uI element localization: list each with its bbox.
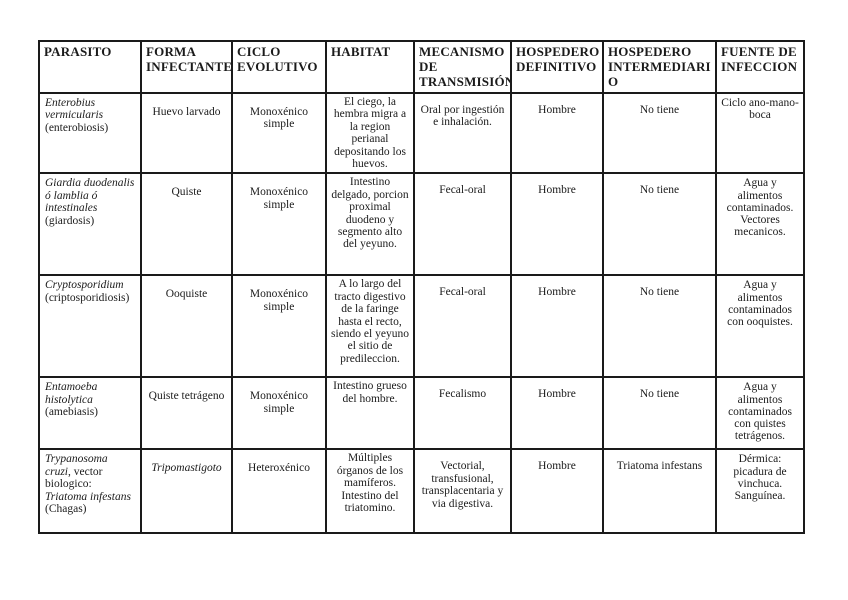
col-header-hospedero-definitivo: HOSPEDERO DEFINITIVO (510, 40, 604, 94)
cell-hospedero-definitivo: Hombre (510, 172, 604, 277)
parasite-scientific-name: Enterobius vermicularis (45, 97, 104, 122)
cell-parasito: Cryptosporidium (criptosporidiosis) (38, 274, 142, 379)
cell-habitat: Múltiples órganos de los mamíferos. Inte… (325, 448, 415, 535)
cell-parasito: Trypanosoma cruzi, vector biologico: Tri… (38, 448, 142, 535)
col-header-mecanismo-transmision: MECANISMO DE TRANSMISIÓN (413, 40, 512, 94)
cell-fuente-infeccion: Agua y alimentos contaminados con ooquis… (715, 274, 805, 379)
parasite-scientific-name: Giardia duodenalis ó lamblia ó intestina… (45, 177, 135, 215)
row-entamoeba: Entamoeba histolytica (amebiasis) Quiste… (38, 376, 805, 451)
cell-hospedero-intermediario: No tiene (602, 91, 717, 175)
row-giardia: Giardia duodenalis ó lamblia ó intestina… (38, 172, 805, 277)
cell-ciclo-evolutivo: Monoxénico simple (231, 376, 327, 451)
cell-ciclo-evolutivo: Heteroxénico (231, 448, 327, 535)
cell-fuente-infeccion: Agua y alimentos contaminados. Vectores … (715, 172, 805, 277)
col-header-hospedero-intermediario: HOSPEDERO INTERMEDIARIO (602, 40, 717, 94)
parasite-common-text: (criptosporidiosis) (45, 291, 130, 304)
cell-hospedero-intermediario: Triatoma infestans (602, 448, 717, 535)
cell-fuente-infeccion: Agua y alimentos contaminados con quiste… (715, 376, 805, 451)
row-trypanosoma: Trypanosoma cruzi, vector biologico: Tri… (38, 448, 805, 535)
cell-fuente-infeccion: Ciclo ano-mano-boca (715, 91, 805, 175)
cell-forma-infectante: Quiste (140, 172, 233, 277)
parasite-common-text: (Chagas) (45, 503, 87, 516)
cell-hospedero-intermediario: No tiene (602, 274, 717, 379)
cell-habitat: El ciego, la hembra migra a la region pe… (325, 91, 415, 175)
cell-forma-infectante: Quiste tetrágeno (140, 376, 233, 451)
col-header-forma-infectante: FORMA INFECTANTE (140, 40, 233, 94)
parasite-scientific-name: Cryptosporidium (45, 279, 124, 292)
parasite-scientific-name: Trypanosoma cruzi (45, 453, 108, 478)
cell-mecanismo-transmision: Fecal-oral (413, 274, 512, 379)
cell-parasito: Giardia duodenalis ó lamblia ó intestina… (38, 172, 142, 277)
parasite-common-text: (amebiasis) (45, 406, 99, 419)
cell-ciclo-evolutivo: Monoxénico simple (231, 91, 327, 175)
cell-hospedero-definitivo: Hombre (510, 376, 604, 451)
cell-hospedero-definitivo: Hombre (510, 448, 604, 535)
parasite-common-text: (enterobiosis) (45, 121, 109, 134)
cell-mecanismo-transmision: Fecal-oral (413, 172, 512, 277)
col-header-fuente-infeccion: FUENTE DE INFECCION (715, 40, 805, 94)
parasite-scientific-name: Entamoeba histolytica (45, 381, 98, 406)
cell-forma-infectante: Huevo larvado (140, 91, 233, 175)
row-enterobius: Enterobius vermicularis (enterobiosis) H… (38, 91, 805, 175)
parasite-common-text: (giardosis) (45, 214, 95, 227)
cell-habitat: Intestino grueso del hombre. (325, 376, 415, 451)
cell-hospedero-definitivo: Hombre (510, 91, 604, 175)
cell-forma-infectante: Tripomastigoto (140, 448, 233, 535)
col-header-ciclo-evolutivo: CICLO EVOLUTIVO (231, 40, 327, 94)
cell-mecanismo-transmision: Vectorial, transfusional, transplacentar… (413, 448, 512, 535)
col-header-parasito: PARASITO (38, 40, 142, 94)
cell-mecanismo-transmision: Oral por ingestión e inhalación. (413, 91, 512, 175)
col-header-habitat: HABITAT (325, 40, 415, 94)
cell-habitat: A lo largo del tracto digestivo de la fa… (325, 274, 415, 379)
parasite-table: PARASITO FORMA INFECTANTE CICLO EVOLUTIV… (38, 40, 805, 535)
parasite-common-text: , vector biologico: (45, 465, 103, 491)
cell-parasito: Entamoeba histolytica (amebiasis) (38, 376, 142, 451)
cell-mecanismo-transmision: Fecalismo (413, 376, 512, 451)
cell-fuente-infeccion: Dérmica: picadura de vinchuca. Sanguínea… (715, 448, 805, 535)
cell-hospedero-intermediario: No tiene (602, 376, 717, 451)
cell-parasito: Enterobius vermicularis (enterobiosis) (38, 91, 142, 175)
row-cryptosporidium: Cryptosporidium (criptosporidiosis) Ooqu… (38, 274, 805, 379)
cell-habitat: Intestino delgado, porcion proximal duod… (325, 172, 415, 277)
header-row: PARASITO FORMA INFECTANTE CICLO EVOLUTIV… (38, 40, 805, 94)
cell-hospedero-definitivo: Hombre (510, 274, 604, 379)
cell-ciclo-evolutivo: Monoxénico simple (231, 172, 327, 277)
cell-forma-infectante: Ooquiste (140, 274, 233, 379)
cell-hospedero-intermediario: No tiene (602, 172, 717, 277)
cell-ciclo-evolutivo: Monoxénico simple (231, 274, 327, 379)
parasite-scientific-name: Triatoma infestans (45, 490, 131, 503)
